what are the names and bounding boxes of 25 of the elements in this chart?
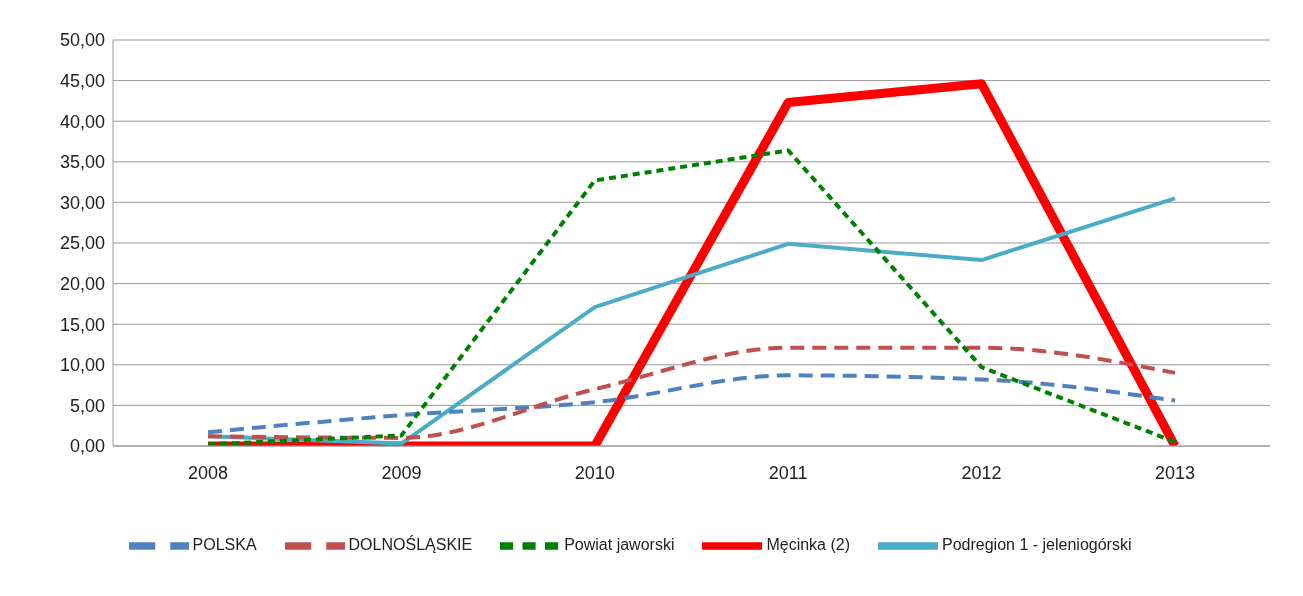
legend-label: Męcinka (2) <box>766 536 851 554</box>
x-tick-label: 2008 <box>187 462 229 483</box>
legend-label: Powiat jaworski <box>564 536 675 554</box>
x-tick-label: 2012 <box>961 462 1002 483</box>
line-series <box>206 373 1177 435</box>
x-tick-label: 2010 <box>574 462 615 483</box>
y-tick-label: 10,00 <box>59 355 105 376</box>
y-tick-label: 35,00 <box>59 152 105 173</box>
y-tick-label: 45,00 <box>59 70 105 91</box>
y-tick-label: 5,00 <box>69 395 105 416</box>
line-series <box>206 345 1177 440</box>
line-series <box>206 148 1177 446</box>
y-tick-label: 15,00 <box>59 314 105 335</box>
legend-label: POLSKA <box>192 536 257 554</box>
legend-label: DOLNOŚLĄSKIE <box>348 536 473 554</box>
x-tick-label: 2011 <box>768 462 808 483</box>
legend-label: Podregion 1 - jeleniogórski <box>942 536 1132 554</box>
y-tick-label: 20,00 <box>59 273 105 294</box>
x-tick-label: 2009 <box>381 462 422 483</box>
y-tick-label: 40,00 <box>59 111 105 132</box>
x-tick-label: 2013 <box>1154 462 1196 483</box>
y-tick-label: 30,00 <box>59 192 105 213</box>
y-tick-label: 25,00 <box>59 233 105 254</box>
y-tick-label: 50,00 <box>59 30 105 51</box>
y-tick-label: 0,00 <box>69 436 105 457</box>
